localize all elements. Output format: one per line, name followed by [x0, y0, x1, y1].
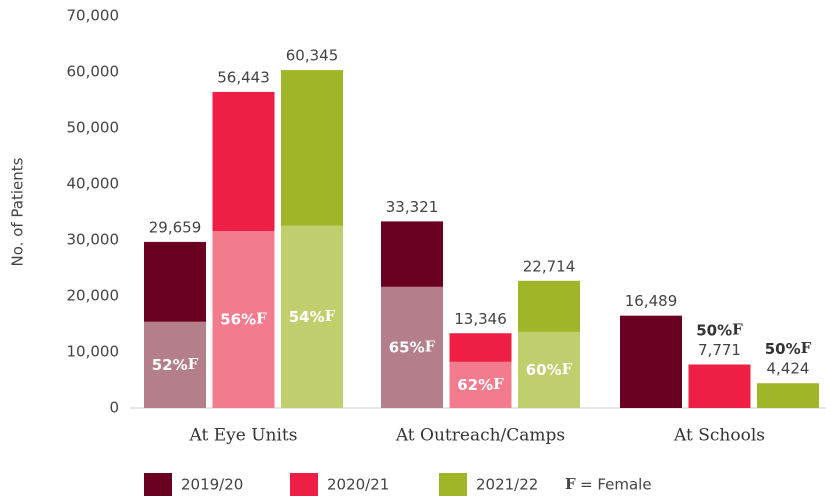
female-label: 62%F: [457, 375, 504, 394]
female-symbol: F: [425, 337, 436, 355]
female-segment: [518, 331, 580, 408]
female-symbol: F: [188, 355, 199, 373]
female-segment: [449, 361, 512, 408]
legend-swatch: [290, 473, 318, 496]
value-label: 16,489: [625, 292, 678, 310]
female-label: 56%F: [220, 309, 267, 328]
y-tick-label: 50,000: [67, 119, 120, 137]
legend-swatch: [144, 473, 172, 496]
value-label: 4,424: [767, 360, 810, 378]
female-symbol: F: [256, 309, 267, 327]
legend-note: = Female: [580, 476, 652, 494]
female-label: 54%F: [289, 307, 336, 326]
legend-label: 2019/20: [181, 476, 243, 494]
value-label: 13,346: [454, 310, 507, 328]
bar: [688, 364, 751, 408]
female-symbol: F: [493, 375, 504, 393]
female-segment: [381, 286, 443, 408]
female-symbol: F: [562, 360, 573, 378]
female-pct: 62%: [457, 375, 493, 393]
female-pct: 50%: [765, 340, 801, 358]
legend-swatch: [439, 473, 467, 496]
y-axis-label: No. of Patients: [9, 157, 27, 266]
legend-label: 2021/22: [476, 476, 538, 494]
female-label: 50%F: [765, 339, 812, 358]
bar: [757, 383, 819, 408]
bar: [620, 315, 682, 408]
female-label: 65%F: [389, 337, 436, 356]
value-label: 60,345: [286, 47, 339, 65]
female-symbol: F: [732, 320, 743, 338]
female-pct: 65%: [389, 338, 425, 356]
female-pct: 54%: [289, 307, 325, 325]
x-tick-label: At Outreach/Camps: [395, 426, 565, 446]
x-tick-label: At Eye Units: [189, 426, 298, 446]
female-symbol: F: [325, 307, 336, 325]
y-tick-label: 20,000: [67, 287, 120, 305]
female-segment: [281, 225, 343, 408]
value-label: 33,321: [386, 198, 439, 216]
y-tick-label: 60,000: [67, 63, 120, 81]
y-tick-label: 0: [109, 399, 119, 417]
female-symbol: F: [801, 339, 812, 357]
x-tick-label: At Schools: [673, 426, 765, 446]
female-segment: [212, 230, 275, 408]
female-segment: [144, 321, 206, 408]
y-tick-label: 30,000: [67, 231, 120, 249]
female-pct: 52%: [152, 355, 188, 373]
female-label: 60%F: [526, 360, 573, 379]
value-label: 7,771: [698, 341, 741, 359]
value-label: 22,714: [523, 257, 576, 275]
female-pct: 56%: [220, 310, 256, 328]
legend-label: 2020/21: [327, 476, 389, 494]
y-tick-label: 10,000: [67, 343, 120, 361]
female-pct: 60%: [526, 360, 562, 378]
female-pct: 50%: [696, 321, 732, 339]
value-label: 29,659: [149, 218, 202, 236]
female-label: 52%F: [152, 355, 199, 374]
legend-symbol: F: [565, 475, 576, 493]
value-label: 56,443: [217, 68, 270, 86]
female-label: 50%F: [696, 320, 743, 339]
y-tick-label: 40,000: [67, 175, 120, 193]
y-tick-label: 70,000: [67, 7, 120, 25]
